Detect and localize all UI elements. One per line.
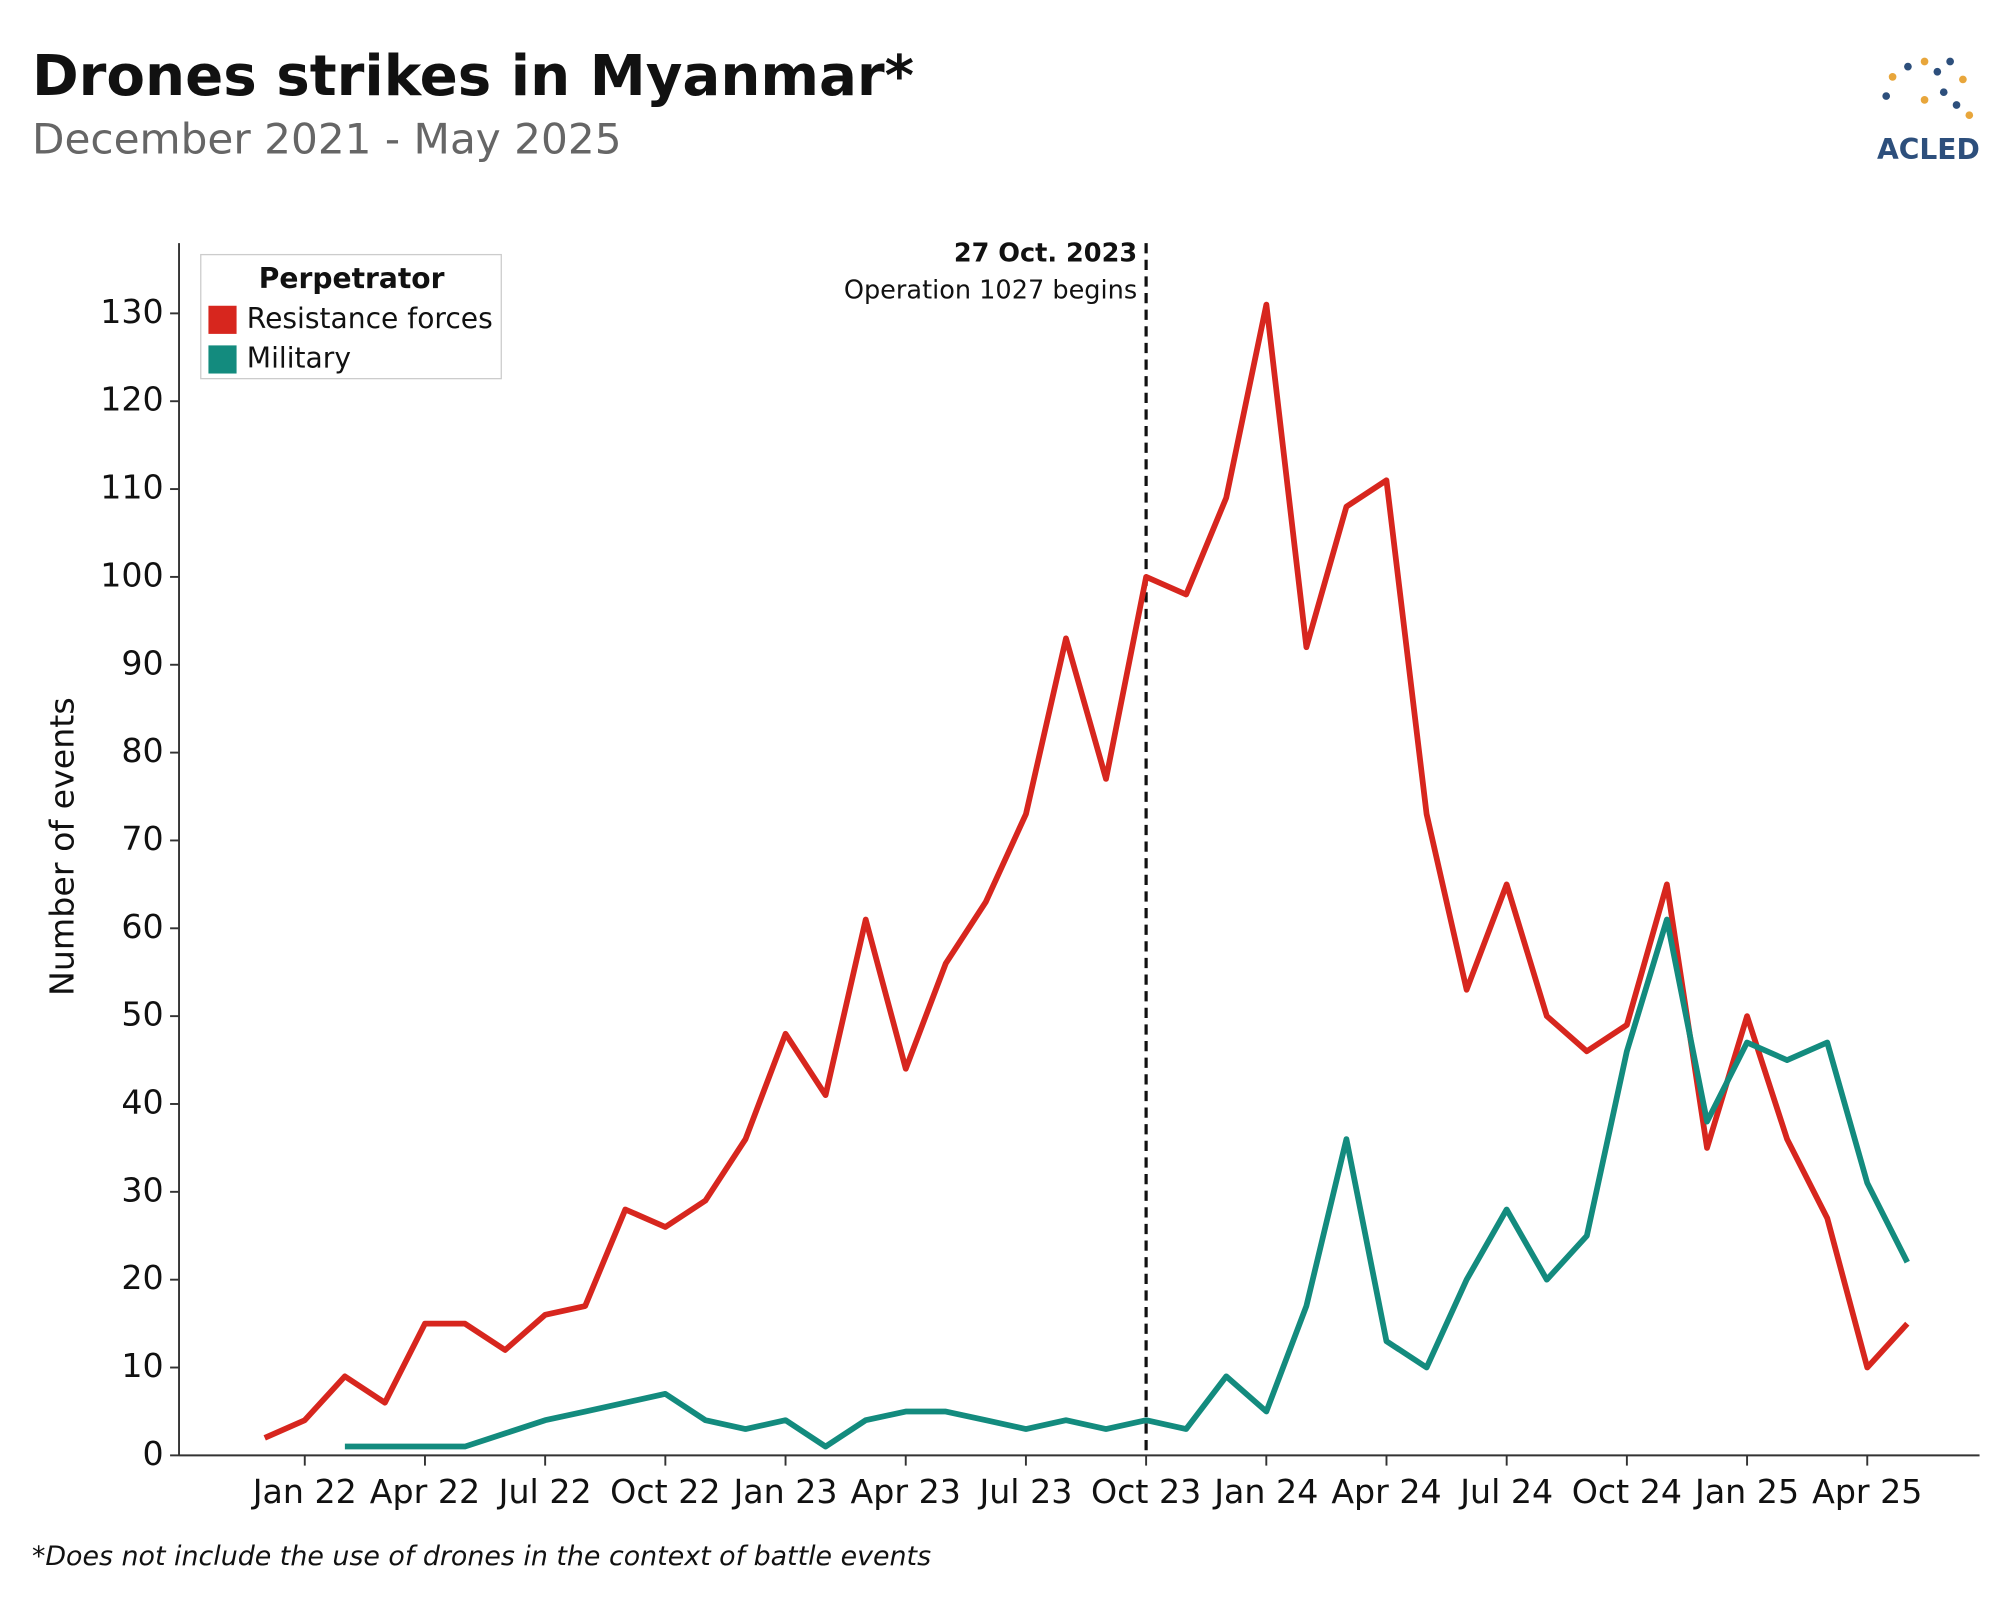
legend-title: Perpetrator — [259, 262, 445, 295]
annotation-title: 27 Oct. 2023 — [954, 239, 1137, 269]
logo-dot — [1888, 73, 1897, 81]
legend-label: Resistance forces — [247, 302, 493, 335]
legend: Perpetrator Resistance forces Military — [200, 253, 502, 380]
logo-dot — [1946, 57, 1954, 66]
footnote: *Does not include the use of drones in t… — [32, 1541, 931, 1572]
annotation-text: Operation 1027 begins — [844, 276, 1137, 306]
x-tick-label: Jul 22 — [497, 1472, 592, 1511]
x-tick-label: Jan 25 — [1693, 1472, 1799, 1511]
logo-dot — [1920, 96, 1929, 104]
y-tick-label: 120 — [100, 380, 163, 419]
y-tick-label: 60 — [121, 907, 163, 946]
logo-dot — [1904, 62, 1912, 71]
y-tick-label: 30 — [121, 1170, 163, 1209]
legend-swatch — [208, 305, 237, 334]
series-line — [263, 301, 1910, 1441]
y-tick-label: 70 — [121, 819, 163, 858]
x-tick-label: Oct 23 — [1091, 1472, 1201, 1511]
y-tick-label: 10 — [121, 1346, 163, 1385]
chart-subtitle: December 2021 - May 2025 — [32, 115, 622, 164]
logo-dot — [1952, 101, 1961, 109]
y-tick-label: 0 — [143, 1434, 164, 1473]
legend-box — [200, 253, 502, 380]
logo-text: ACLED — [1877, 133, 1980, 166]
y-tick-label: 100 — [100, 555, 163, 594]
y-tick-label: 80 — [121, 731, 163, 770]
legend-label: Military — [247, 341, 351, 374]
y-tick-label: 110 — [100, 468, 163, 507]
y-tick-label: 90 — [121, 643, 163, 682]
logo-dot — [1959, 75, 1967, 84]
logo-dot — [1882, 92, 1891, 100]
logo: ACLED — [1877, 57, 1980, 166]
y-tick-label: 20 — [121, 1258, 163, 1297]
y-tick-label: 40 — [121, 1082, 163, 1121]
logo-dot — [1933, 67, 1942, 76]
x-tick-label: Oct 22 — [610, 1472, 720, 1511]
x-tick-label: Jan 22 — [251, 1472, 357, 1511]
logo-dot — [1965, 111, 1974, 120]
legend-swatch — [208, 345, 237, 374]
y-axis-label: Number of events — [42, 697, 81, 996]
x-tick-label: Oct 24 — [1572, 1472, 1682, 1511]
logo-dot — [1920, 57, 1929, 66]
x-tick-label: Jan 23 — [731, 1472, 837, 1511]
x-tick-label: Jul 24 — [1458, 1472, 1553, 1511]
series-line — [344, 916, 1910, 1450]
x-tick-label: Apr 24 — [1331, 1472, 1441, 1511]
y-tick-label: 50 — [121, 995, 163, 1034]
x-tick-label: Apr 25 — [1812, 1472, 1922, 1511]
x-tick-label: Jul 23 — [977, 1472, 1072, 1511]
x-tick-label: Apr 23 — [851, 1472, 961, 1511]
y-tick-label: 130 — [100, 292, 163, 331]
logo-dot — [1939, 88, 1948, 97]
x-tick-label: Apr 22 — [370, 1472, 480, 1511]
x-tick-label: Jan 24 — [1212, 1472, 1318, 1511]
chart-title: Drones strikes in Myanmar* — [32, 44, 914, 109]
